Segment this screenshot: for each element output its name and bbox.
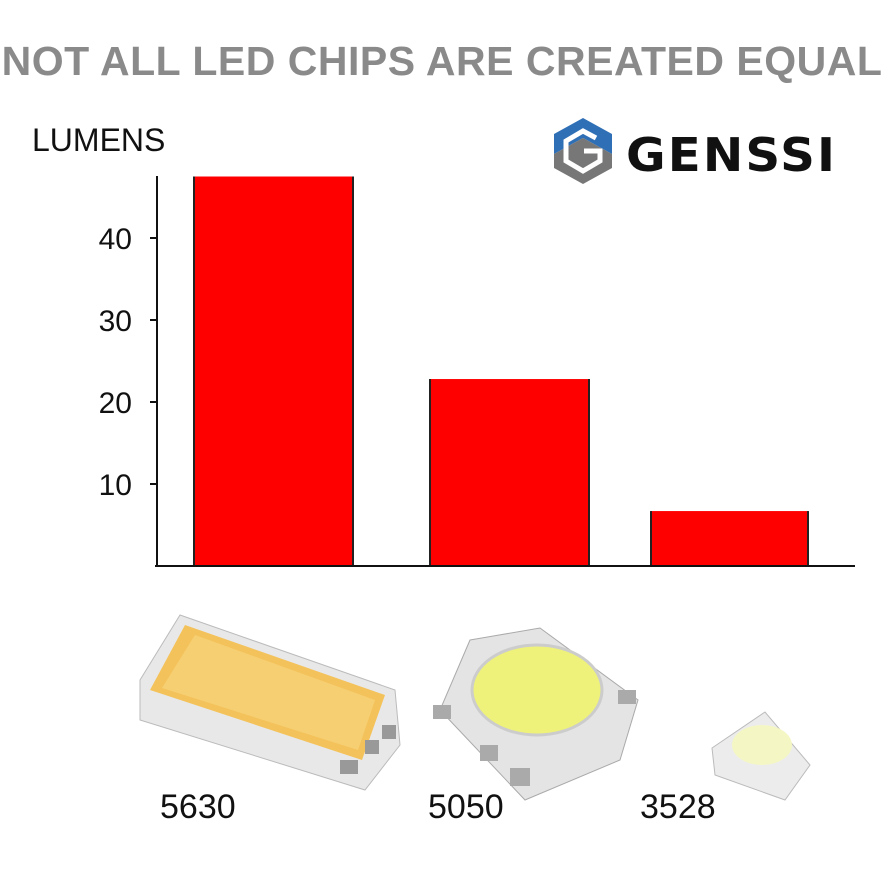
bar-5050: [430, 379, 589, 566]
y-axis-label: LUMENS: [32, 122, 166, 158]
chip-5050-image: [433, 627, 639, 801]
y-tick-label: 10: [99, 469, 132, 502]
brand-name: GENSSI: [626, 128, 838, 182]
y-tick-label: 40: [99, 223, 132, 256]
y-tick-label: 30: [99, 305, 132, 338]
chip-5630-image: [139, 614, 401, 791]
category-label: 3528: [640, 788, 716, 826]
category-label: 5050: [428, 788, 504, 826]
chip-3528-image: [711, 711, 811, 801]
y-tick-label: 20: [99, 387, 132, 420]
bar-5630: [194, 176, 353, 566]
bar-3528: [651, 511, 808, 566]
chart-title: NOT ALL LED CHIPS ARE CREATED EQUAL: [1, 38, 883, 84]
category-label: 5630: [160, 788, 236, 826]
genssi-logo-icon: [554, 118, 612, 184]
